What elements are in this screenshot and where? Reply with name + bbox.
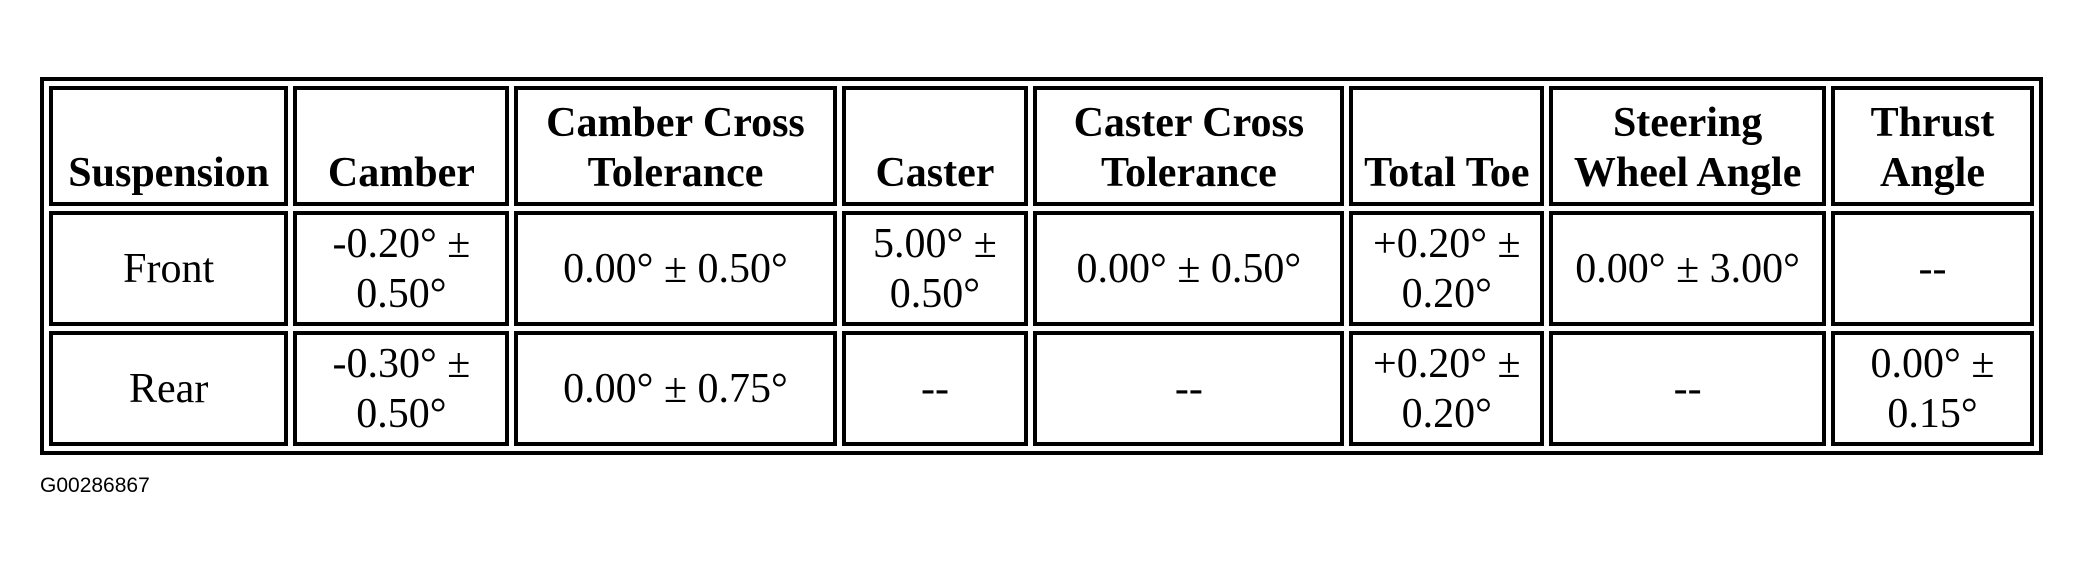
cell-total-toe: +0.20° ± 0.20° [1349,331,1545,446]
cell-thrust-angle: 0.00° ± 0.15° [1830,331,2034,446]
cell-caster-cross-tolerance: 0.00° ± 0.50° [1033,211,1345,326]
cell-camber-cross-tolerance: 0.00° ± 0.50° [514,211,837,326]
header-camber-cross-tolerance: Camber Cross Tolerance [514,86,837,206]
header-thrust-angle: Thrust Angle [1830,86,2034,206]
header-caster-cross-tolerance: Caster Cross Tolerance [1033,86,1345,206]
cell-total-toe: +0.20° ± 0.20° [1349,211,1545,326]
cell-suspension: Front [49,211,289,326]
table-row: Front -0.20° ± 0.50° 0.00° ± 0.50° 5.00°… [49,211,2034,326]
cell-caster: -- [841,331,1029,446]
header-steering-wheel-angle: Steering Wheel Angle [1549,86,1826,206]
cell-camber-cross-tolerance: 0.00° ± 0.75° [514,331,837,446]
cell-camber: -0.20° ± 0.50° [293,211,510,326]
header-suspension: Suspension [49,86,289,206]
header-caster: Caster [841,86,1029,206]
cell-camber: -0.30° ± 0.50° [293,331,510,446]
cell-suspension: Rear [49,331,289,446]
cell-steering-wheel-angle: -- [1549,331,1826,446]
table-row: Rear -0.30° ± 0.50° 0.00° ± 0.75° -- -- … [49,331,2034,446]
alignment-spec-table: Suspension Camber Camber Cross Tolerance… [40,77,2043,455]
cell-caster-cross-tolerance: -- [1033,331,1345,446]
cell-steering-wheel-angle: 0.00° ± 3.00° [1549,211,1826,326]
cell-thrust-angle: -- [1830,211,2034,326]
header-row: Suspension Camber Camber Cross Tolerance… [49,86,2034,206]
figure-id: G00286867 [40,474,150,497]
header-camber: Camber [293,86,510,206]
header-total-toe: Total Toe [1349,86,1545,206]
cell-caster: 5.00° ± 0.50° [841,211,1029,326]
